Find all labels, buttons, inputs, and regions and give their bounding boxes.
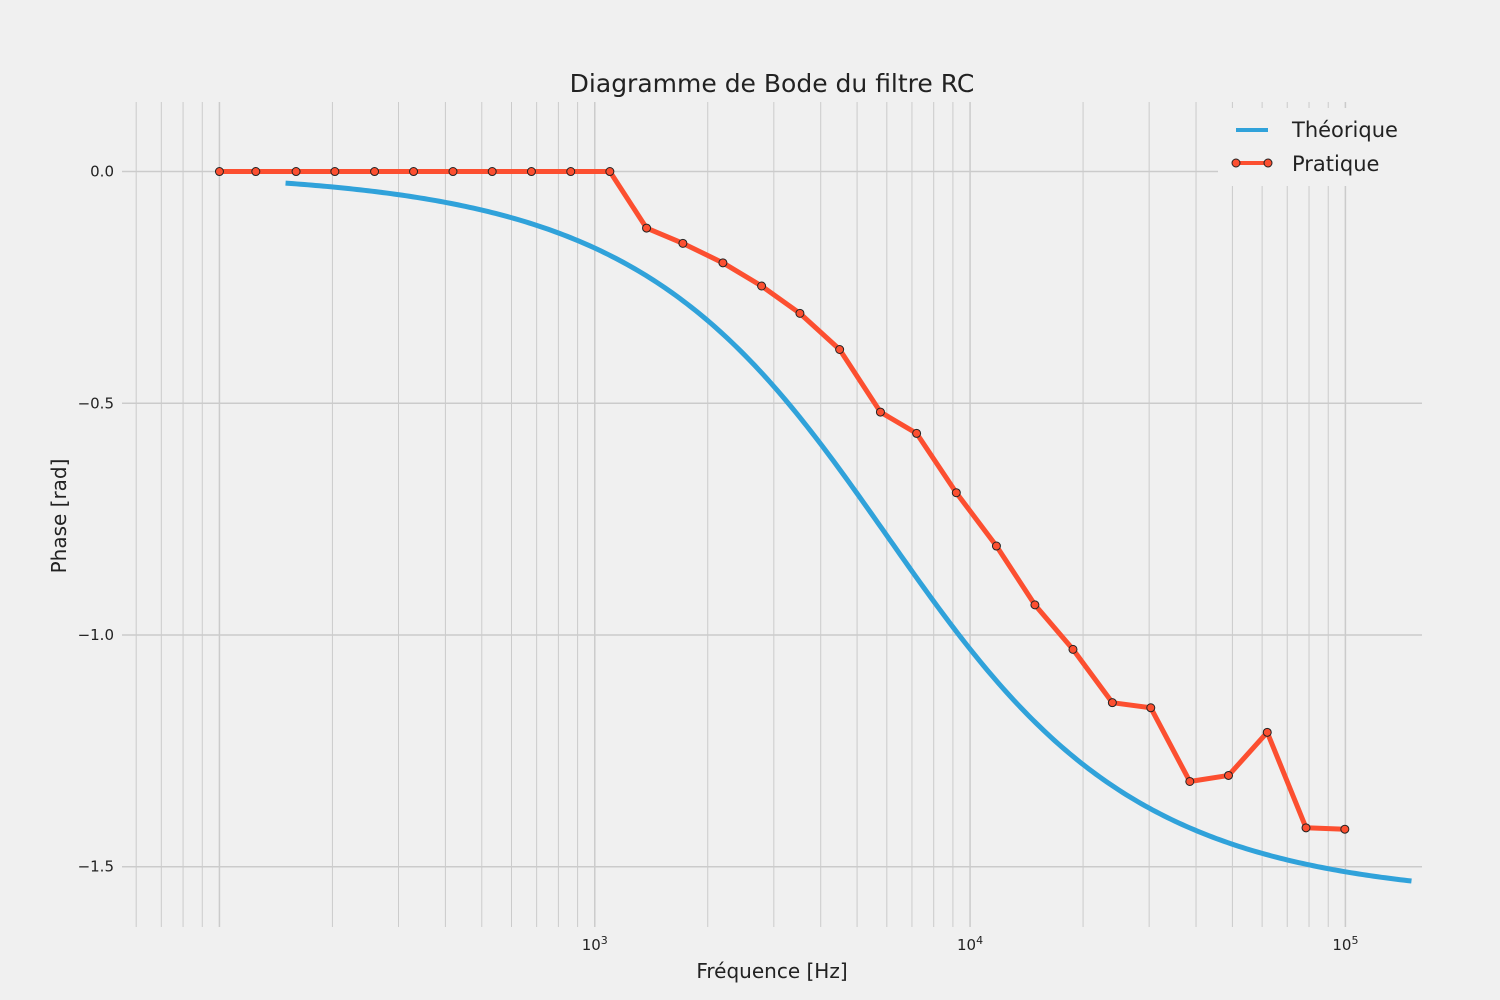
data-point-pratique bbox=[409, 167, 419, 177]
grid bbox=[122, 102, 1422, 927]
data-point-pratique bbox=[1224, 770, 1234, 780]
chart-title: Diagramme de Bode du filtre RC bbox=[570, 69, 975, 98]
data-point-pratique bbox=[835, 345, 845, 354]
x-axis-label: Fréquence [Hz] bbox=[696, 959, 847, 983]
legend: Théorique Pratique bbox=[1218, 108, 1422, 186]
series-line-theorique bbox=[285, 180, 1412, 884]
y-tick-label: −0.5 bbox=[78, 394, 114, 412]
data-point-pratique bbox=[605, 167, 615, 177]
data-point-pratique bbox=[1107, 698, 1117, 708]
tick-labels: 0.0 −0.5 −1.0 −1.5 103 104 105 bbox=[78, 163, 1359, 954]
data-point-pratique bbox=[757, 281, 767, 291]
data-point-pratique bbox=[448, 167, 458, 177]
data-point-pratique bbox=[718, 258, 728, 268]
legend-box bbox=[1218, 108, 1422, 186]
legend-marker-pratique bbox=[1263, 158, 1273, 168]
data-point-pratique bbox=[1185, 776, 1195, 786]
data-point-pratique bbox=[330, 167, 340, 177]
data-point-pratique bbox=[678, 238, 688, 248]
data-point-pratique bbox=[1068, 644, 1078, 654]
data-point-pratique bbox=[526, 167, 536, 177]
x-tick-label: 103 bbox=[582, 934, 608, 954]
data-point-pratique bbox=[875, 407, 885, 417]
data-point-pratique bbox=[487, 167, 497, 177]
data-point-pratique bbox=[1340, 824, 1350, 834]
data-point-pratique bbox=[991, 541, 1001, 551]
data-point-pratique bbox=[1030, 600, 1040, 610]
legend-marker-pratique bbox=[1231, 158, 1241, 168]
y-tick-label: −1.0 bbox=[78, 626, 114, 644]
y-tick-label: 0.0 bbox=[90, 163, 114, 181]
data-point-pratique bbox=[795, 308, 805, 318]
y-axis-label: Phase [rad] bbox=[47, 459, 71, 574]
data-point-pratique bbox=[1262, 727, 1272, 737]
legend-label-pratique: Pratique bbox=[1292, 152, 1379, 176]
data-point-pratique bbox=[566, 167, 576, 177]
series-layer bbox=[214, 167, 1412, 884]
data-point-pratique bbox=[1301, 823, 1311, 833]
x-tick-label: 105 bbox=[1332, 934, 1358, 954]
legend-label-theorique: Théorique bbox=[1291, 118, 1398, 142]
data-point-pratique bbox=[642, 223, 652, 233]
data-point-pratique bbox=[951, 488, 961, 498]
y-tick-label: −1.5 bbox=[78, 858, 114, 876]
data-point-pratique bbox=[912, 428, 922, 438]
data-point-pratique bbox=[291, 167, 301, 177]
data-point-pratique bbox=[1146, 703, 1156, 713]
x-tick-label: 104 bbox=[957, 934, 983, 954]
data-point-pratique bbox=[251, 167, 261, 177]
series-line-pratique bbox=[219, 169, 1345, 832]
data-point-pratique bbox=[214, 167, 224, 177]
data-point-pratique bbox=[370, 167, 380, 177]
